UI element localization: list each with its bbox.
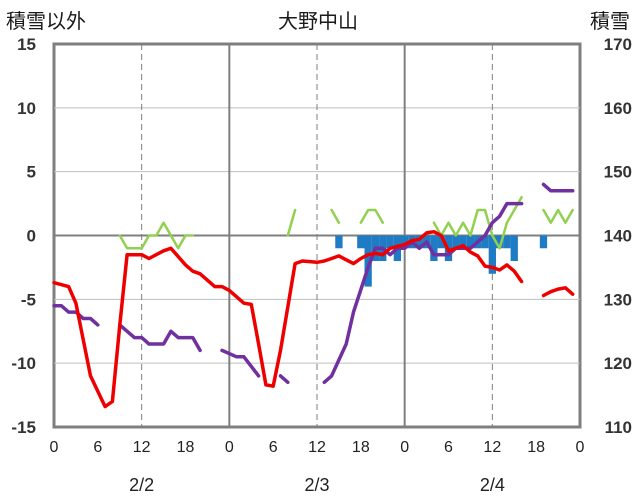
date-label: 2/2 bbox=[129, 475, 154, 495]
wind-series-line bbox=[542, 208, 574, 224]
x-tick-label: 6 bbox=[444, 439, 453, 456]
x-tick-label: 12 bbox=[483, 439, 501, 456]
y-right-tick-label: 120 bbox=[604, 354, 632, 373]
x-tick-label: 12 bbox=[133, 439, 151, 456]
precipitation-bar bbox=[401, 235, 409, 249]
y-left-tick-label: 10 bbox=[17, 99, 36, 118]
y-right-tick-label: 150 bbox=[604, 163, 632, 182]
snow-depth-series-line bbox=[278, 374, 290, 385]
x-tick-label: 18 bbox=[352, 439, 370, 456]
x-tick-label: 0 bbox=[50, 439, 59, 456]
precipitation-bar bbox=[335, 235, 343, 249]
y-left-tick-label: 15 bbox=[17, 35, 36, 54]
precipitation-bar bbox=[437, 235, 445, 249]
date-label: 2/4 bbox=[480, 475, 505, 495]
chart-title: 大野中山 bbox=[278, 9, 358, 33]
x-tick-label: 18 bbox=[177, 439, 195, 456]
y-axis-right-label: 積雪 bbox=[590, 9, 630, 33]
snow-depth-series-line bbox=[118, 323, 202, 353]
snow-depth-series-line bbox=[541, 182, 575, 193]
y-right-tick-label: 110 bbox=[605, 418, 632, 437]
y-right-tick-label: 170 bbox=[604, 35, 632, 54]
x-tick-label: 0 bbox=[576, 439, 585, 456]
x-tick-label: 6 bbox=[93, 439, 102, 456]
y-axis-left-label: 積雪以外 bbox=[6, 9, 86, 33]
y-left-tick-label: 0 bbox=[27, 227, 36, 246]
y-left-tick-label: -15 bbox=[11, 418, 36, 437]
precipitation-bar bbox=[357, 235, 365, 249]
y-right-tick-label: 140 bbox=[604, 227, 632, 246]
wind-series-line bbox=[286, 208, 297, 237]
date-label: 2/3 bbox=[304, 475, 329, 495]
y-left-tick-label: -5 bbox=[21, 290, 36, 309]
wind-series-line bbox=[359, 208, 385, 224]
y-right-tick-label: 130 bbox=[604, 290, 632, 309]
precipitation-bar bbox=[415, 235, 423, 249]
x-tick-label: 6 bbox=[269, 439, 278, 456]
series-lines bbox=[52, 182, 575, 409]
x-tick-label: 0 bbox=[400, 439, 409, 456]
precipitation-bar bbox=[466, 235, 475, 249]
temperature-series-line bbox=[541, 286, 575, 298]
snow-depth-series-line bbox=[52, 303, 100, 327]
temperature-series-line bbox=[52, 229, 524, 409]
snow-depth-series-line bbox=[220, 348, 261, 378]
precipitation-bar bbox=[539, 235, 548, 249]
wind-series-line bbox=[118, 221, 195, 250]
precipitation-bar bbox=[510, 235, 518, 262]
y-left-tick-label: -10 bbox=[11, 354, 36, 373]
precipitation-bar bbox=[459, 235, 467, 249]
x-tick-label: 18 bbox=[527, 439, 545, 456]
x-tick-label: 12 bbox=[308, 439, 326, 456]
precipitation-bar bbox=[430, 235, 438, 262]
precipitation-bar bbox=[503, 235, 511, 249]
snow-depth-series-line bbox=[322, 201, 524, 385]
precipitation-bar bbox=[364, 235, 372, 287]
wind-series-line bbox=[432, 195, 523, 250]
precipitation-bar bbox=[495, 235, 504, 249]
precipitation-bar bbox=[488, 235, 496, 274]
x-tick-label: 0 bbox=[225, 439, 234, 456]
y-left-tick-label: 5 bbox=[27, 163, 36, 182]
precipitation-bar bbox=[481, 235, 489, 249]
precipitation-bar bbox=[452, 235, 460, 249]
wind-series-line bbox=[330, 208, 341, 224]
y-right-tick-label: 160 bbox=[604, 99, 632, 118]
precipitation-bar bbox=[386, 235, 394, 249]
